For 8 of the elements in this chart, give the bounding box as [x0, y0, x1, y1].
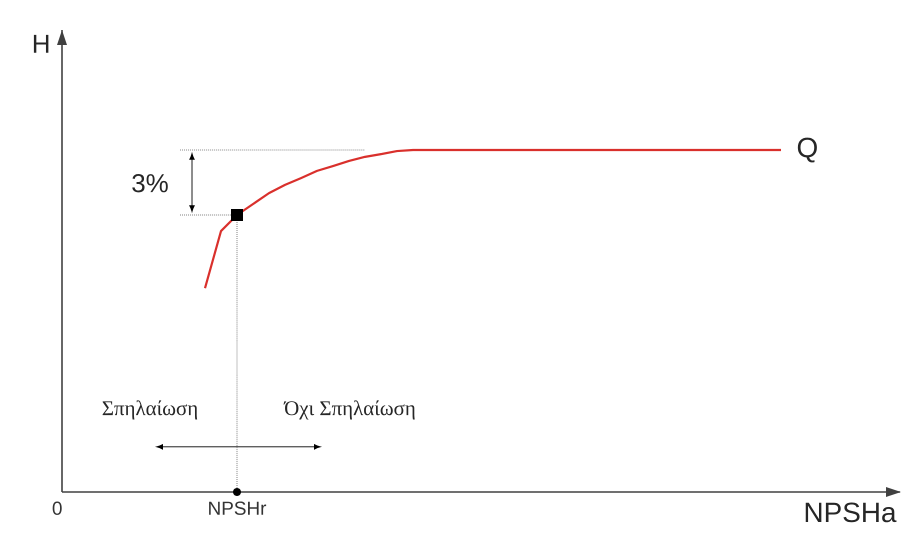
text: 0: [52, 502, 62, 515]
text: H: [34, 34, 48, 53]
text: NPSHr: [209, 502, 266, 515]
series-label: Q: [798, 138, 817, 162]
text: 3%: [132, 174, 168, 192]
annotation: Σπηλαίωση: [102, 400, 198, 420]
annotation: Όχι Σπηλαίωση: [284, 400, 415, 420]
x-axis-title: NPSHa: [806, 502, 896, 522]
